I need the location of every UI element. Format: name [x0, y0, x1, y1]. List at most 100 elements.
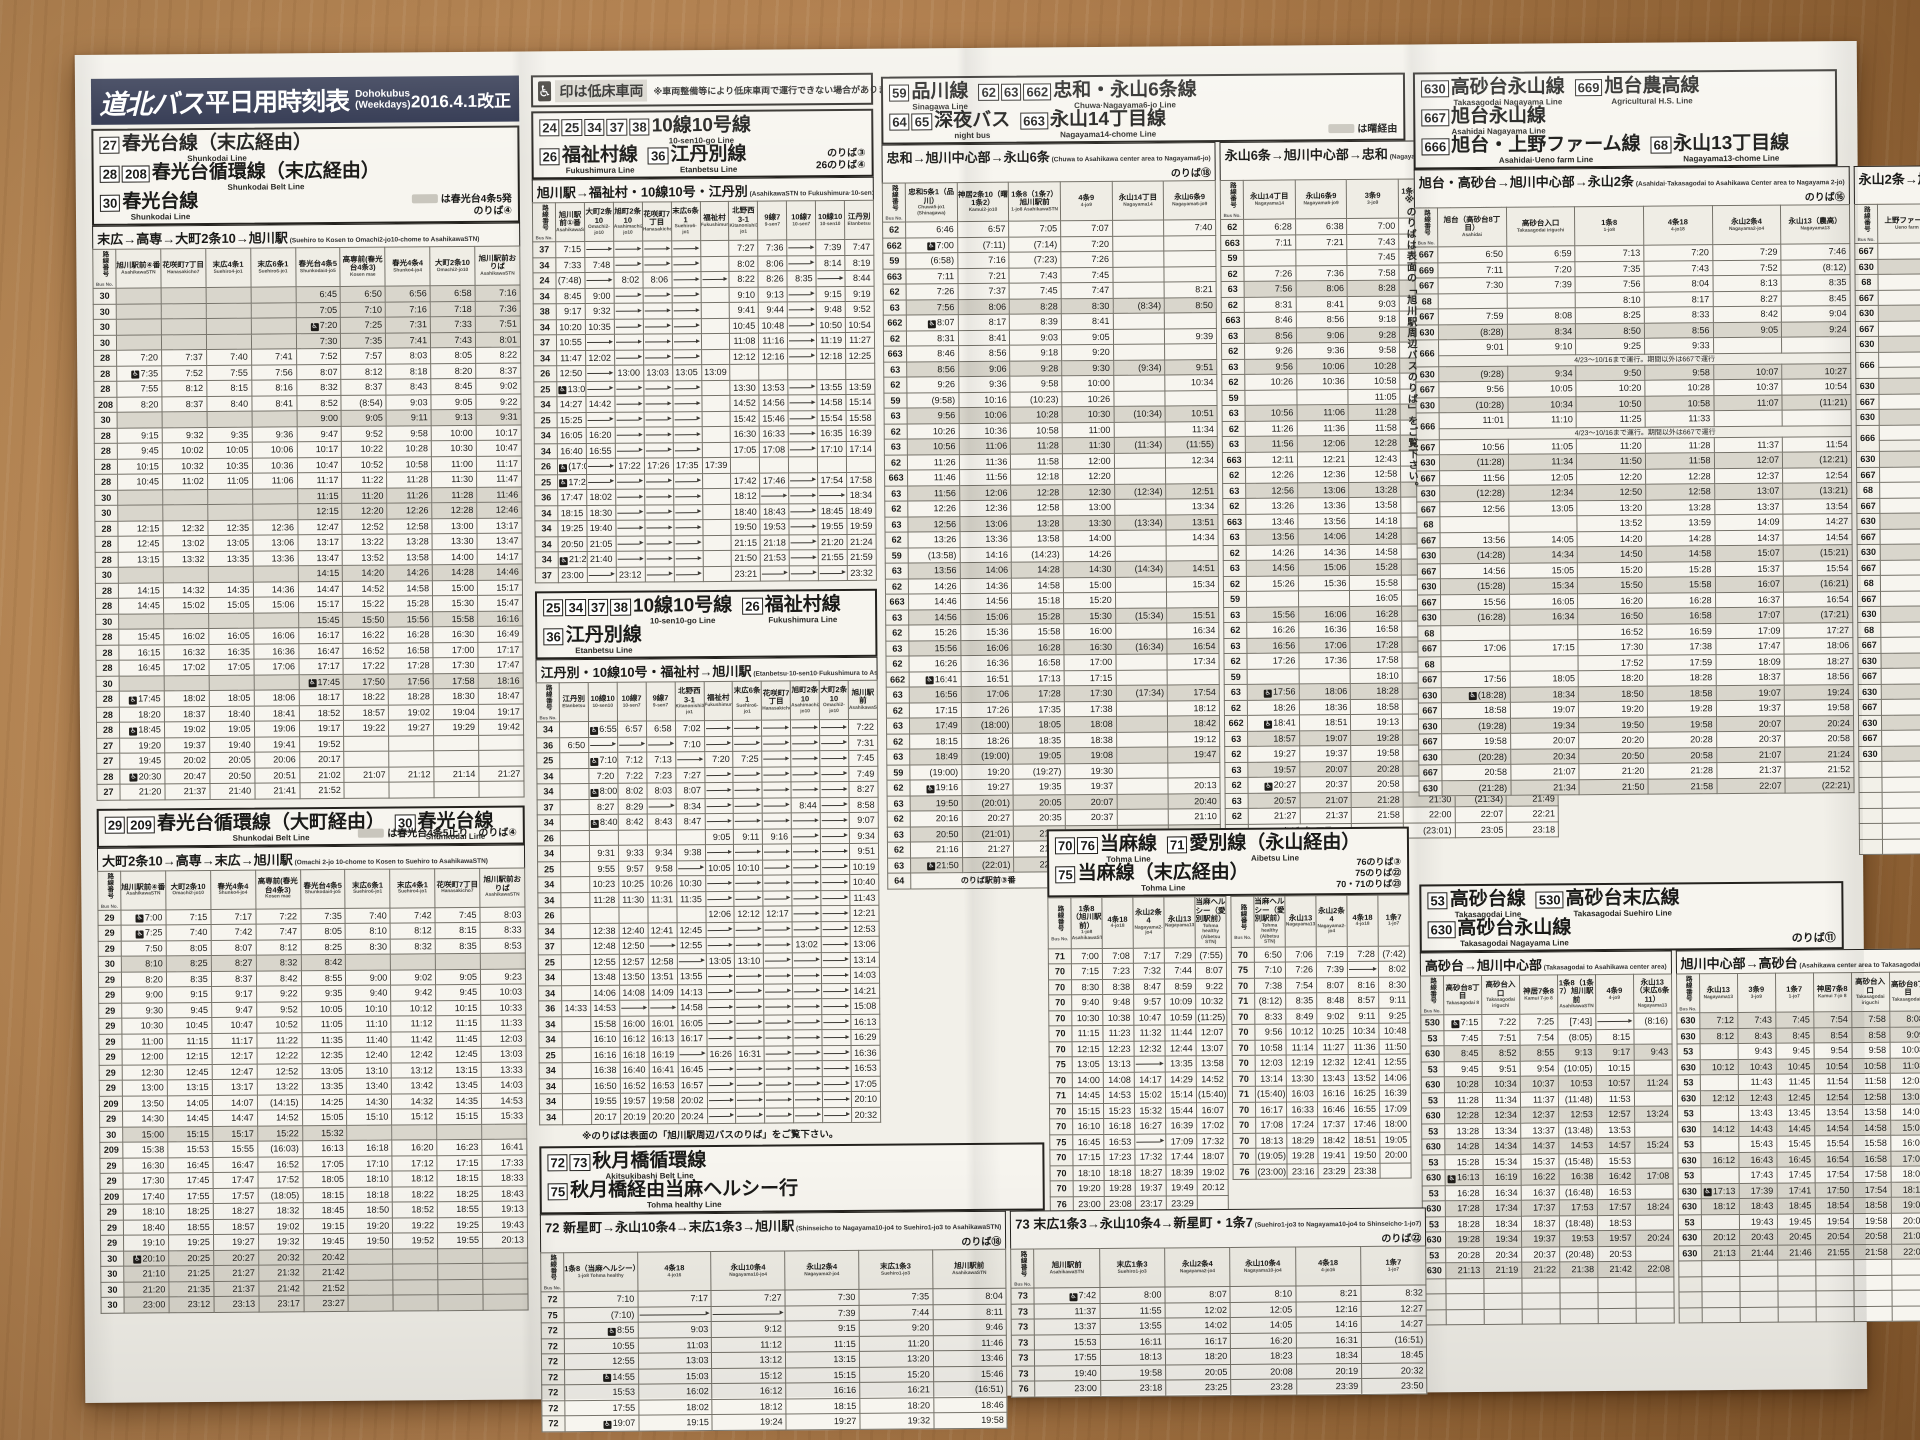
time-cell: 17:14	[846, 440, 876, 457]
time-cell: 17:59	[1646, 654, 1716, 671]
time-cell: 15:45	[118, 628, 164, 645]
time-cell: 13:35	[301, 1078, 347, 1095]
time-cell	[587, 566, 617, 583]
stop-header: 神居7条8 Kamui 7-jo 8	[1519, 974, 1558, 1015]
stop-header: 永山2条4 Nagayama2-jo4	[1315, 895, 1348, 947]
time-cell	[1116, 793, 1169, 810]
time-cell: 8:01	[475, 331, 521, 348]
timetable-grid: 路線番号 Bus No. 旭川駅前 AsahikawaSTN 末広1条3 Suehiro1…	[1010, 1245, 1428, 1398]
time-cell: 18:45	[302, 1202, 348, 1219]
time-cell: 10:45	[1775, 1058, 1814, 1075]
time-cell: 16:31	[735, 1045, 765, 1062]
route-cell: 62	[886, 702, 910, 719]
route-cell: 630	[1678, 1245, 1702, 1261]
time-cell: 16:30	[1063, 638, 1116, 655]
time-cell: 9:56	[1244, 358, 1297, 375]
time-cell: 19:02	[164, 721, 210, 738]
route-cell	[1858, 792, 1883, 809]
time-cell	[671, 302, 701, 319]
time-cell: 11:22	[256, 1032, 302, 1049]
time-cell: 17:40	[123, 1188, 169, 1205]
time-cell: 7:17	[1133, 947, 1165, 964]
time-cell: 11:06	[252, 472, 298, 489]
time-cell	[677, 1046, 707, 1062]
timetable-shinseicho-to-asahikawa: 72 新星町→永山10条4→末広1条3→旭川駅 (Shinseicho to N…	[539, 1210, 1008, 1432]
time-cell: 19:30	[1064, 762, 1117, 779]
route-cell: 667	[1417, 594, 1441, 610]
time-cell: 13:40	[346, 1078, 392, 1094]
time-cell: 16:18	[347, 1140, 393, 1156]
time-cell	[733, 766, 763, 783]
time-cell	[116, 303, 162, 320]
time-cell: (22:01)	[962, 856, 1015, 873]
time-cell: 13:03	[481, 1046, 527, 1062]
bus-no-header: 路線番号 Bus No.	[1414, 207, 1438, 247]
route-cell: 34	[538, 1031, 563, 1048]
time-cell: 13:14	[1255, 1070, 1287, 1087]
table-row: 71 14:45 14:53 15:02 15:14 (15:40)	[1049, 1086, 1228, 1104]
time-cell: 11:34	[1508, 453, 1577, 470]
time-cell: 18:10	[1350, 667, 1403, 684]
time-cell: 20:02	[678, 1092, 708, 1109]
section-note: は曙経由	[1328, 124, 1397, 137]
time-cell: 13:37	[1714, 498, 1784, 515]
time-cell: 15:56	[908, 640, 961, 656]
time-cell	[1878, 351, 1920, 368]
time-cell: 11:28	[1645, 437, 1714, 454]
route-cell: 63	[1223, 637, 1248, 654]
time-cell	[1597, 1276, 1636, 1293]
time-cell	[584, 241, 614, 258]
time-cell	[1347, 961, 1379, 978]
route-cell: 28	[95, 644, 119, 661]
time-cell: 11:28	[589, 891, 619, 908]
time-cell: 10:48	[1378, 1023, 1410, 1039]
time-cell: 8:20	[116, 396, 162, 413]
time-cell: 14:27	[556, 396, 586, 413]
time-cell	[1440, 624, 1510, 641]
time-cell: 12:55	[564, 1353, 639, 1370]
stop-header: 当麻ヘルシー（愛別駅前） Tohma healthy (Aibetsu STN)	[1253, 896, 1286, 947]
route-cell: 29	[100, 1219, 124, 1236]
route-cell: 62	[887, 841, 911, 858]
time-cell	[1166, 545, 1219, 561]
time-cell	[208, 674, 254, 691]
time-cell: 17:13	[1012, 670, 1065, 687]
time-cell: 19:50	[1578, 716, 1648, 733]
time-cell: 11:17	[476, 455, 522, 472]
time-cell	[482, 1293, 529, 1310]
time-cell: 10:16	[958, 391, 1011, 408]
time-cell: 12:12	[729, 348, 760, 365]
time-cell: 21:27	[1248, 807, 1301, 824]
time-cell: 17:45	[167, 1172, 213, 1189]
route-cell: 25	[533, 381, 557, 397]
time-cell: 14:06	[1297, 528, 1350, 545]
time-cell: 11:03	[638, 1337, 712, 1354]
time-cell	[1115, 653, 1168, 670]
stop-header: 10線7 10-sen7	[616, 682, 647, 722]
time-cell: 14:58	[817, 394, 847, 411]
time-cell: 19:34	[1483, 1231, 1522, 1247]
section-note: は春光台4条5発 のりば④	[411, 194, 512, 219]
route-cell: 63	[886, 686, 910, 703]
time-cell	[1559, 1277, 1598, 1293]
route-cell: 30	[94, 505, 118, 521]
time-cell: 10:34	[1165, 374, 1218, 391]
time-cell: 15:56	[1440, 593, 1510, 610]
time-cell: 8:07	[1164, 1286, 1231, 1303]
time-cell: 18:37	[1715, 669, 1785, 686]
time-cell: 21:22	[1521, 1261, 1560, 1278]
route-number-box: 68	[1650, 136, 1672, 154]
time-cell: 18:12	[731, 488, 761, 504]
time-cell	[822, 1091, 852, 1108]
time-cell	[762, 781, 792, 798]
time-cell: 16:00	[1063, 623, 1116, 640]
time-cell: 18:57	[1247, 730, 1300, 747]
time-cell: 18:12	[392, 1170, 438, 1187]
time-cell: 15:17	[477, 579, 523, 596]
time-cell: (20:28)	[1441, 748, 1511, 765]
time-cell: 11:45	[436, 1030, 482, 1047]
time-cell: 17:38	[1064, 700, 1117, 717]
time-cell: 6:57	[957, 221, 1010, 238]
route-name: 高砂台末広線	[1565, 887, 1680, 910]
